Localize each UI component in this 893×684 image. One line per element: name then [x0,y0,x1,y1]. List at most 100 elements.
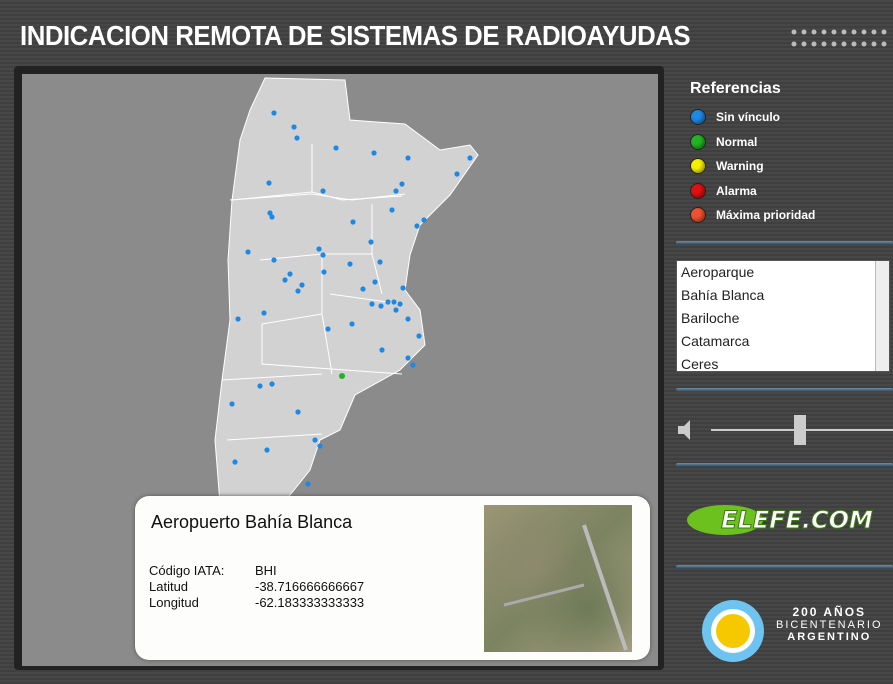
scrollbar[interactable] [875,261,889,371]
station-dot[interactable] [232,459,237,464]
airport-item[interactable]: Catamarca [677,330,889,353]
station-dot[interactable] [454,171,459,176]
station-dot[interactable] [377,259,382,264]
station-dot[interactable] [299,282,304,287]
legend-label: Sin vínculo [716,110,780,124]
station-dot[interactable] [295,409,300,414]
field-label: Latitud [149,579,188,594]
station-dot[interactable] [257,383,262,388]
station-dot[interactable] [397,301,402,306]
legend-item: Warning [690,158,764,174]
station-dot[interactable] [316,246,321,251]
legend-item: Alarma [690,183,757,199]
station-dot[interactable] [294,135,299,140]
page: Indicación remota html, body { margin: 0… [0,0,893,684]
station-dot[interactable] [271,257,276,262]
field-value: -62.183333333333 [255,595,364,610]
bic-line: ARGENTINO [776,631,883,643]
station-dot[interactable] [282,277,287,282]
station-dot[interactable] [350,219,355,224]
station-dot[interactable] [347,261,352,266]
separator [676,241,893,245]
legend-dot [690,183,706,199]
station-dot[interactable] [400,285,405,290]
station-dot[interactable] [389,207,394,212]
sun-emblem [700,598,766,664]
sponsor-logo[interactable]: ELEFE.COM [685,502,890,538]
station-dot[interactable] [312,437,317,442]
volume-slider[interactable] [676,410,893,450]
bic-line: 200 AÑOS [776,605,883,619]
station-dot[interactable] [333,145,338,150]
station-dot[interactable] [271,110,276,115]
station-dot[interactable] [393,307,398,312]
field-label: Código IATA: [149,563,224,578]
station-dot[interactable] [379,347,384,352]
station-dot[interactable] [325,326,330,331]
station-dot[interactable] [269,214,274,219]
station-dot-selected[interactable] [339,373,345,379]
airport-item[interactable]: Bahía Blanca [677,284,889,307]
station-dot[interactable] [405,155,410,160]
legend-dot [690,158,706,174]
station-dot[interactable] [287,271,292,276]
station-dot[interactable] [416,333,421,338]
station-dot[interactable] [320,252,325,257]
station-dot[interactable] [269,381,274,386]
station-dot[interactable] [317,443,322,448]
legend-dot [690,134,706,150]
station-dot[interactable] [320,188,325,193]
airport-item[interactable]: Ceres [677,353,889,372]
station-dot[interactable] [229,401,234,406]
legend-item: Sin vínculo [690,109,780,125]
station-dot[interactable] [264,447,269,452]
station-dot[interactable] [385,299,390,304]
station-dot[interactable] [360,286,365,291]
screen: {"header": {"title": "INDICACION REMOTA … [0,0,893,684]
field-value: BHI [255,563,277,578]
station-dot[interactable] [378,303,383,308]
legend-item: Máxima prioridad [690,207,815,223]
bic-line: BICENTENARIO [776,619,883,631]
station-dot[interactable] [421,217,426,222]
country-shape [215,78,478,504]
separator [676,463,893,467]
station-dot[interactable] [391,299,396,304]
airport-item[interactable]: Bariloche [677,307,889,330]
station-dot[interactable] [305,481,310,486]
station-dot[interactable] [372,279,377,284]
satellite-image [484,505,632,652]
slider-thumb[interactable] [794,415,806,445]
station-dot[interactable] [261,310,266,315]
station-dot[interactable] [405,316,410,321]
station-dot[interactable] [393,188,398,193]
legend-label: Alarma [716,184,757,198]
separator [676,565,893,569]
station-dot[interactable] [349,321,354,326]
station-dot[interactable] [405,355,410,360]
separator [676,388,893,392]
legend-dot [690,207,706,223]
station-dot[interactable] [291,124,296,129]
station-dot[interactable] [467,155,472,160]
station-dot[interactable] [266,180,271,185]
station-dot[interactable] [321,269,326,274]
station-dot[interactable] [410,362,415,367]
station-dot[interactable] [371,150,376,155]
station-dot[interactable] [295,288,300,293]
legend-dot [690,109,706,125]
station-dot[interactable] [235,316,240,321]
logo-text: ELEFE.COM [721,506,873,534]
station-dot[interactable] [399,181,404,186]
station-dot[interactable] [369,301,374,306]
station-dot[interactable] [245,249,250,254]
airport-item[interactable]: Aeroparque [677,261,889,284]
bicentenario: 200 AÑOS BICENTENARIO ARGENTINO [776,605,883,643]
legend-label: Normal [716,135,757,149]
station-dot[interactable] [368,239,373,244]
field-value: -38.716666666667 [255,579,364,594]
legend-title: Referencias [690,80,781,98]
station-dot[interactable] [414,223,419,228]
